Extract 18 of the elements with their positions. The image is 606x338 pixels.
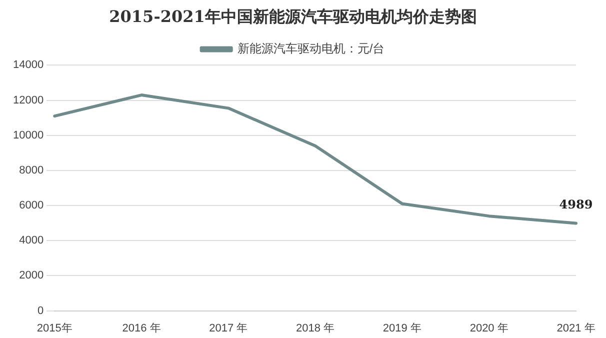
x-tick-label: 2018 年 — [296, 322, 335, 334]
y-tick-label: 2000 — [19, 270, 44, 282]
y-tick-label: 4000 — [19, 234, 44, 247]
x-tick-label: 2015年 — [36, 322, 72, 334]
x-tick-label: 2017 年 — [209, 322, 248, 334]
y-tick-label: 12000 — [12, 94, 44, 106]
x-tick-label: 2016 年 — [122, 322, 161, 334]
x-tick-label: 2020 年 — [470, 322, 508, 334]
y-tick-label: 14000 — [12, 59, 44, 72]
x-tick-label: 2019 年 — [382, 322, 422, 334]
y-tick-label: 10000 — [12, 129, 44, 142]
legend-label: 新能源汽车驱动电机：元/台 — [237, 42, 385, 56]
y-tick-label: 8000 — [19, 164, 44, 176]
chart-title: 2015-2021年中国新能源汽车驱动电机均价走势图 — [109, 6, 477, 26]
y-tick-label: 6000 — [19, 200, 44, 212]
x-tick-label: 2021 年 — [556, 322, 596, 334]
y-tick-label: 0 — [37, 304, 44, 317]
data-label: 4989 — [559, 197, 593, 212]
